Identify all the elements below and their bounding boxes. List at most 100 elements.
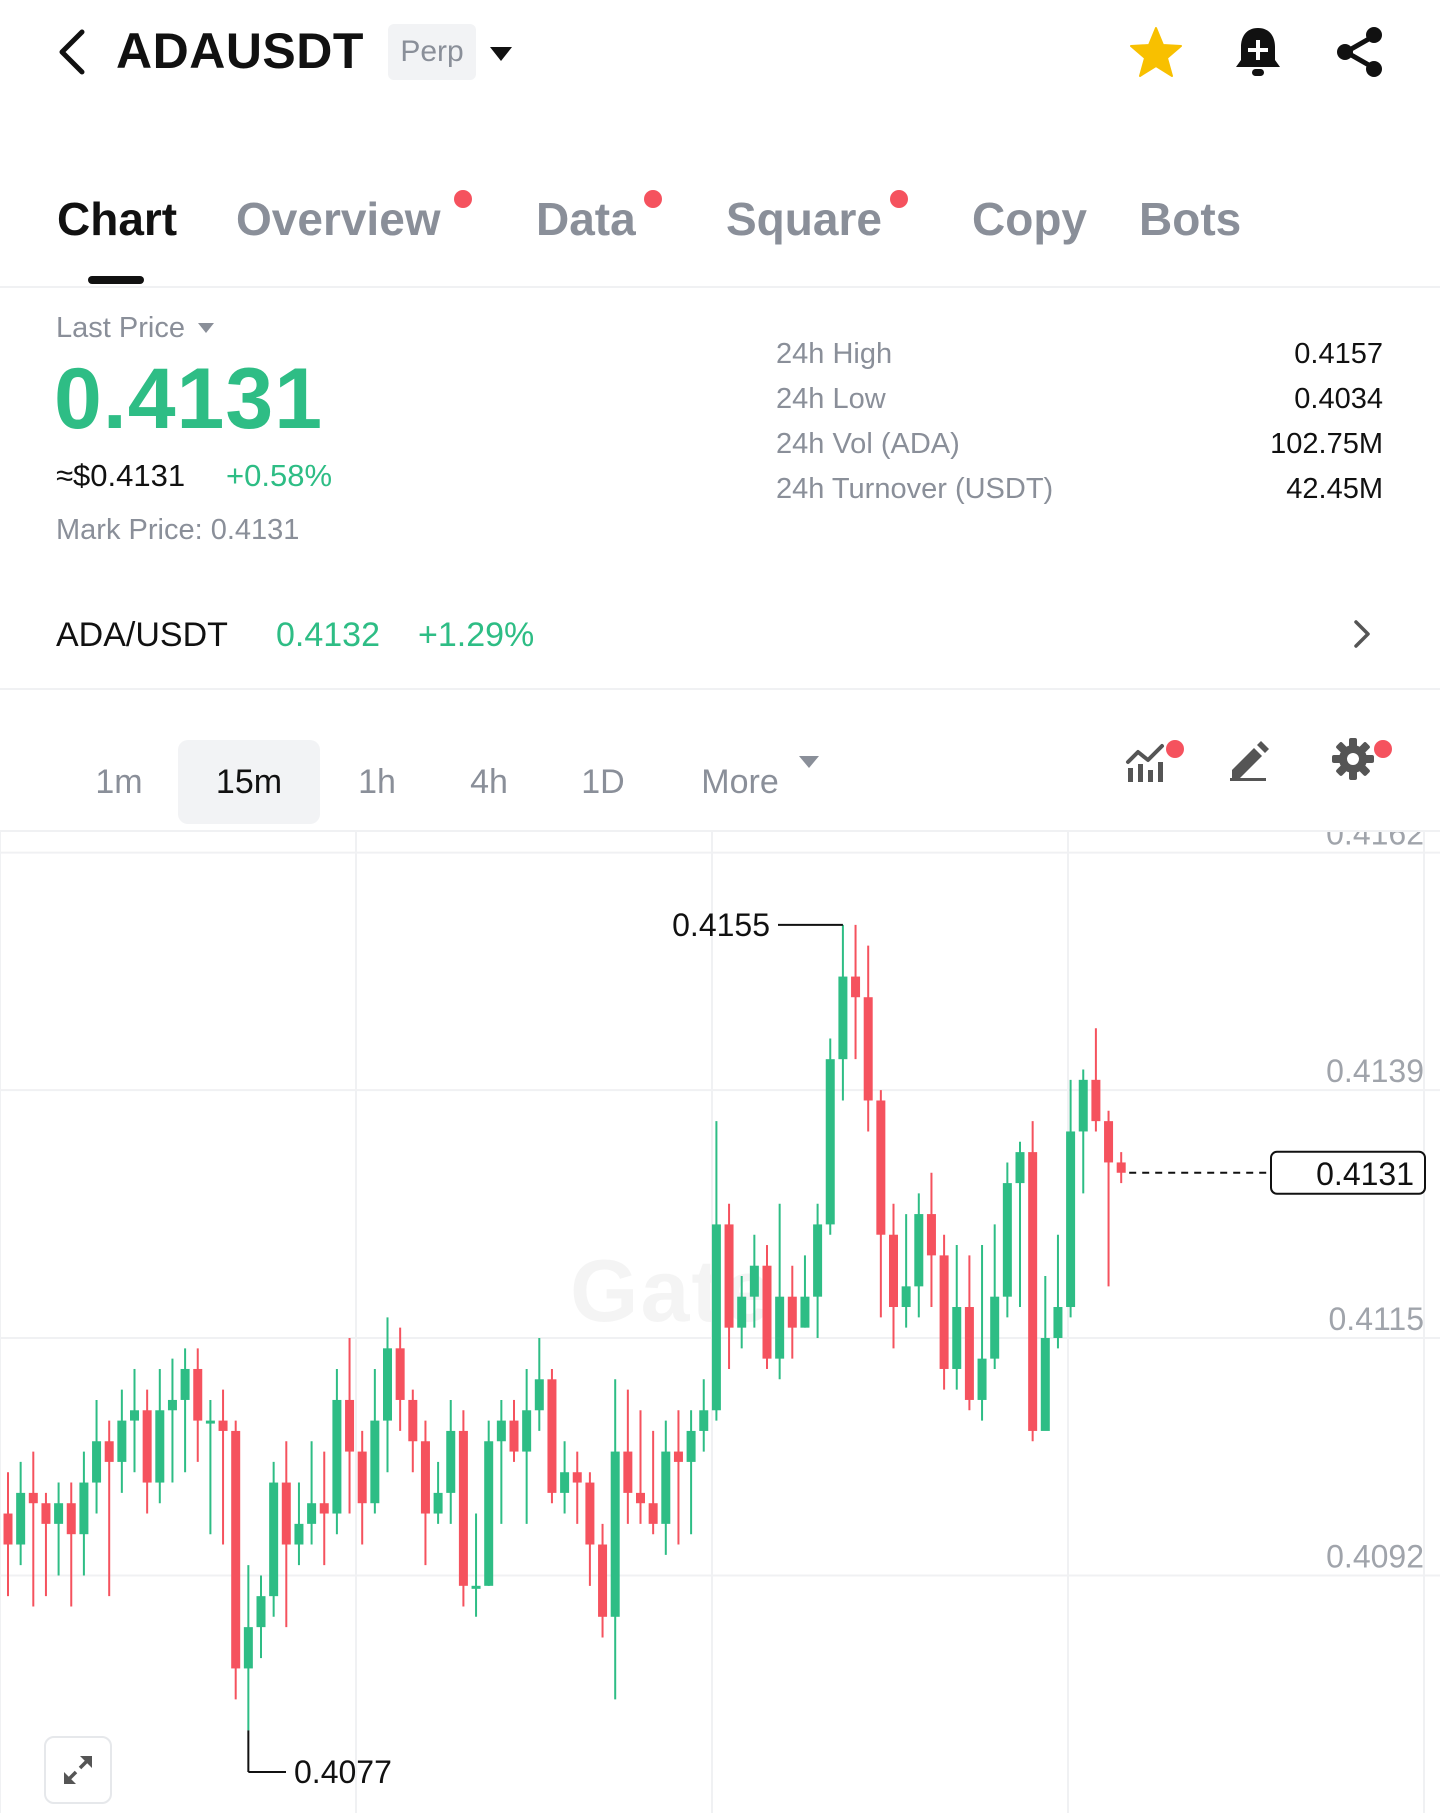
candle-body: [1066, 1131, 1076, 1308]
candle-body: [496, 1420, 506, 1442]
interval-more[interactable]: More: [701, 762, 779, 801]
candle-body: [1116, 1162, 1126, 1173]
candle-body: [737, 1296, 747, 1328]
expand-chart-button[interactable]: [44, 1736, 112, 1804]
candle-body: [673, 1451, 683, 1462]
candle-body: [901, 1286, 911, 1308]
candle-body: [724, 1224, 734, 1328]
gear-icon[interactable]: [1330, 736, 1376, 782]
candle-body: [661, 1451, 671, 1524]
caret-down-icon[interactable]: [798, 754, 820, 770]
tab-bots[interactable]: Bots: [1139, 193, 1242, 245]
candle-body: [509, 1420, 519, 1452]
spot-pair-symbol[interactable]: ADA/USDT: [56, 616, 228, 654]
tab-chart[interactable]: Chart: [57, 193, 178, 245]
pen-icon[interactable]: [1226, 738, 1270, 782]
candle-body: [1040, 1337, 1050, 1431]
tab-copy[interactable]: Copy: [972, 193, 1087, 245]
candle-body: [534, 1379, 544, 1411]
candle-body: [926, 1214, 936, 1256]
spot-pair-change[interactable]: +1.29%: [418, 616, 535, 654]
interval-1h[interactable]: 1h: [358, 762, 396, 801]
candle-body: [446, 1430, 456, 1493]
candle-body: [749, 1265, 759, 1297]
candle-body: [130, 1410, 139, 1421]
y-axis-label: 0.4139: [1326, 1053, 1424, 1089]
candle-body: [851, 976, 861, 998]
candle-body: [269, 1482, 279, 1597]
stat-24h-high-label: 24h High: [776, 338, 893, 370]
candle-body: [3, 1513, 13, 1545]
candle-body: [1104, 1121, 1114, 1163]
candle-body: [572, 1472, 582, 1483]
candle-body: [522, 1410, 532, 1452]
current-price-label: 0.4131: [1316, 1156, 1414, 1192]
candle-body: [1078, 1079, 1088, 1132]
high-annotation-label: 0.4155: [672, 907, 770, 943]
y-axis-label: 0.4162: [1326, 832, 1424, 852]
bell-icon[interactable]: [1232, 24, 1284, 80]
candle-body: [155, 1410, 165, 1483]
candle-body: [193, 1368, 203, 1421]
tab-data[interactable]: Data: [536, 193, 636, 245]
candle-body: [585, 1482, 595, 1545]
tab-square[interactable]: Square: [726, 193, 882, 245]
stat-24h-low-label: 24h Low: [776, 383, 886, 415]
active-tab-indicator: [88, 276, 144, 284]
candle-body: [471, 1585, 481, 1589]
candlestick-chart[interactable]: 0.4162 0.4139 0.4115 0.4092 0.4155 0.4077 0.41…: [0, 832, 1440, 1813]
tab-overview-dot: [454, 190, 472, 208]
interval-15m[interactable]: 15m: [178, 740, 320, 824]
contract-type-badge[interactable]: Perp: [388, 24, 476, 80]
candle-body: [863, 997, 873, 1101]
candle-body: [825, 1059, 835, 1225]
candle-body: [1028, 1152, 1038, 1431]
usd-price: ≈$0.4131: [56, 458, 186, 493]
candle-body: [395, 1348, 405, 1400]
stat-24h-vol-value: 102.75M: [1270, 428, 1383, 460]
y-axis-label: 0.4092: [1326, 1538, 1424, 1574]
star-icon[interactable]: [1128, 26, 1184, 78]
indicator-icon[interactable]: [1124, 740, 1168, 784]
last-price-label[interactable]: Last Price: [56, 312, 185, 344]
candle-body: [54, 1503, 64, 1524]
candle-body: [294, 1523, 304, 1545]
caret-down-icon[interactable]: [197, 322, 215, 334]
candle-body: [370, 1420, 380, 1504]
interval-1m[interactable]: 1m: [95, 762, 143, 801]
candle-body: [838, 976, 848, 1060]
symbol-title[interactable]: ADAUSDT: [116, 23, 364, 79]
interval-1d[interactable]: 1D: [581, 762, 625, 801]
chevron-right-icon[interactable]: [1350, 616, 1374, 652]
tab-overview[interactable]: Overview: [236, 193, 441, 245]
candle-body: [1091, 1079, 1101, 1122]
back-icon[interactable]: [52, 24, 92, 80]
candle-body: [41, 1503, 51, 1524]
candle-body: [711, 1224, 721, 1411]
candle-body: [560, 1472, 570, 1493]
caret-down-icon[interactable]: [488, 44, 514, 64]
share-icon[interactable]: [1332, 24, 1388, 80]
settings-badge-dot: [1374, 740, 1392, 758]
interval-4h[interactable]: 4h: [470, 762, 508, 801]
tab-square-dot: [890, 190, 908, 208]
candle-body: [79, 1482, 89, 1535]
stat-24h-turnover-label: 24h Turnover (USDT): [776, 473, 1054, 505]
candle-body: [383, 1348, 392, 1421]
price-change-percent: +0.58%: [226, 458, 333, 493]
candle-body: [484, 1441, 494, 1586]
candle-body: [889, 1234, 898, 1308]
candle-body: [939, 1255, 949, 1369]
candle-body: [458, 1430, 468, 1586]
candle-body: [610, 1451, 620, 1617]
candle-body: [66, 1503, 76, 1535]
expand-icon: [64, 1756, 92, 1784]
spot-pair-price[interactable]: 0.4132: [276, 616, 380, 654]
candle-body: [762, 1265, 772, 1359]
current-price-box: [1270, 1150, 1426, 1195]
candle-body: [307, 1503, 317, 1524]
mark-price: Mark Price: 0.4131: [56, 514, 299, 547]
candle-body: [231, 1430, 241, 1669]
candle-body: [1053, 1307, 1063, 1338]
candle-body: [281, 1482, 291, 1545]
